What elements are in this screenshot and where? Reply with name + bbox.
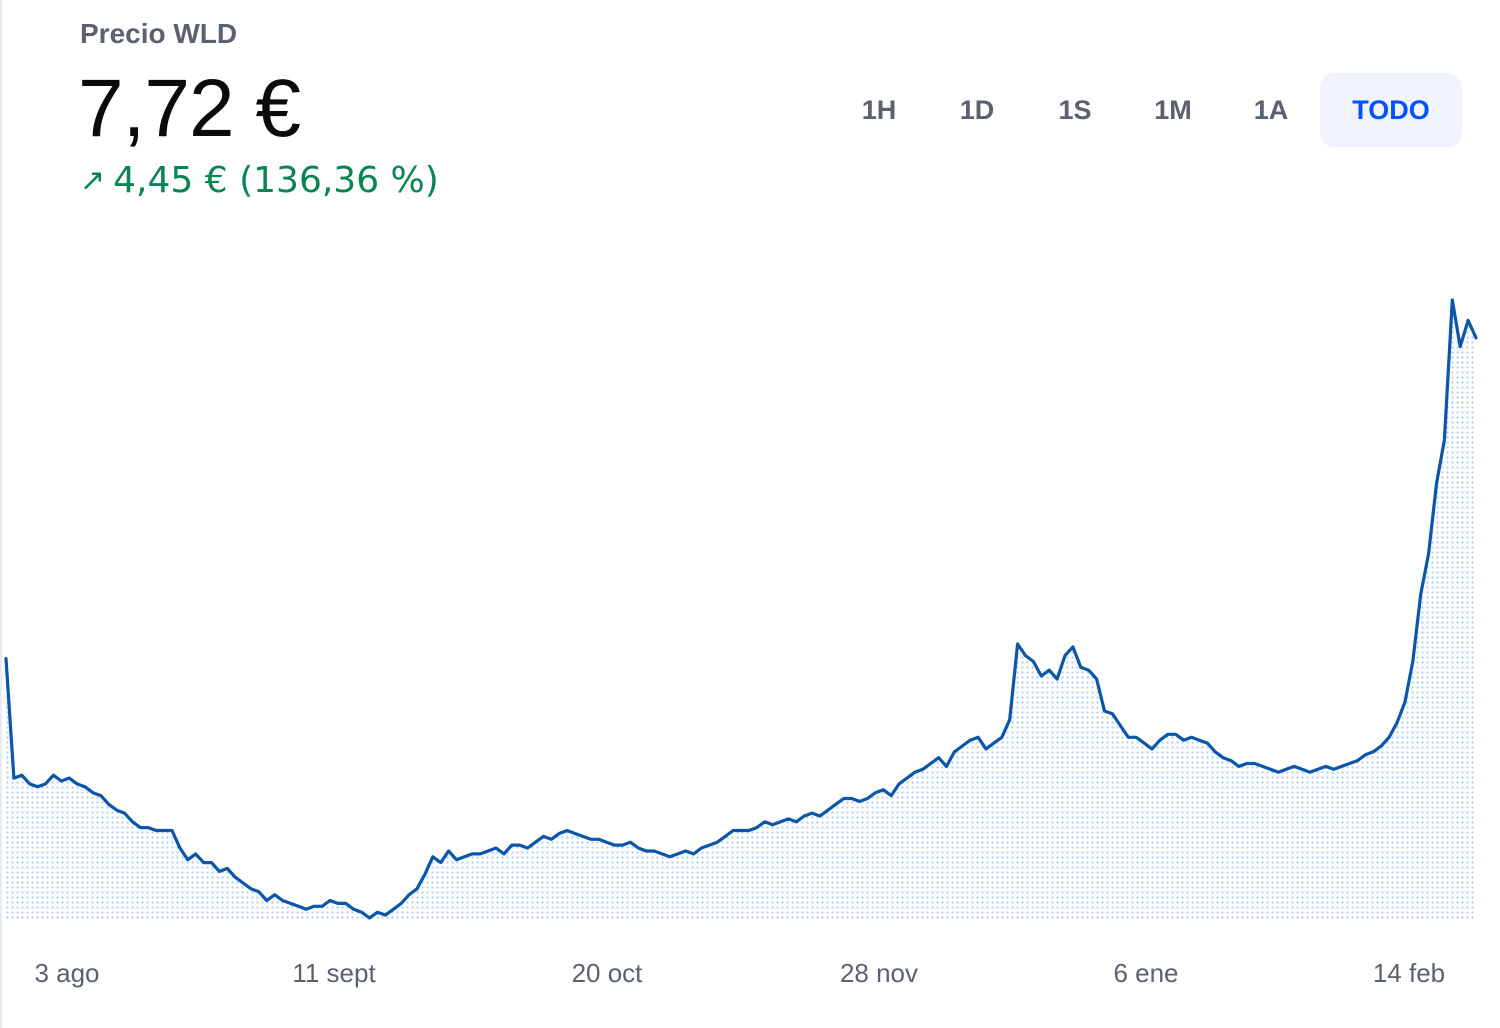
x-tick-label: 20 oct: [572, 958, 644, 988]
x-tick-label: 6 ene: [1113, 958, 1178, 988]
left-border: [0, 0, 2, 1028]
chart-title: Precio WLD: [80, 18, 238, 49]
price-area-fill: [6, 300, 1476, 920]
x-tick-label: 3 ago: [34, 958, 99, 988]
trend-up-arrow-icon: ↗: [80, 163, 106, 198]
range-button-1d[interactable]: 1D: [959, 94, 995, 125]
price-change-value: 4,45 € (136,36 %): [113, 160, 439, 201]
current-price: 7,72 €: [78, 63, 301, 154]
x-tick-label: 11 sept: [292, 958, 376, 988]
x-axis-ticks: 3 ago 11 sept 20 oct 28 nov 6 ene 14 feb: [34, 958, 1445, 988]
range-button-todo[interactable]: TODO: [1320, 73, 1462, 147]
x-tick-label: 28 nov: [840, 958, 918, 988]
range-button-1a[interactable]: 1A: [1253, 94, 1289, 125]
range-button-1s[interactable]: 1S: [1058, 94, 1092, 125]
price-change: ↗ 4,45 € (136,36 %): [80, 160, 439, 201]
x-tick-label: 14 feb: [1373, 958, 1445, 988]
range-button-1m[interactable]: 1M: [1154, 94, 1192, 125]
range-button-1h[interactable]: 1H: [861, 94, 897, 125]
price-line: [4, 298, 1478, 920]
time-range-selector: 1H 1D 1S 1M 1A TODO: [830, 73, 1462, 147]
